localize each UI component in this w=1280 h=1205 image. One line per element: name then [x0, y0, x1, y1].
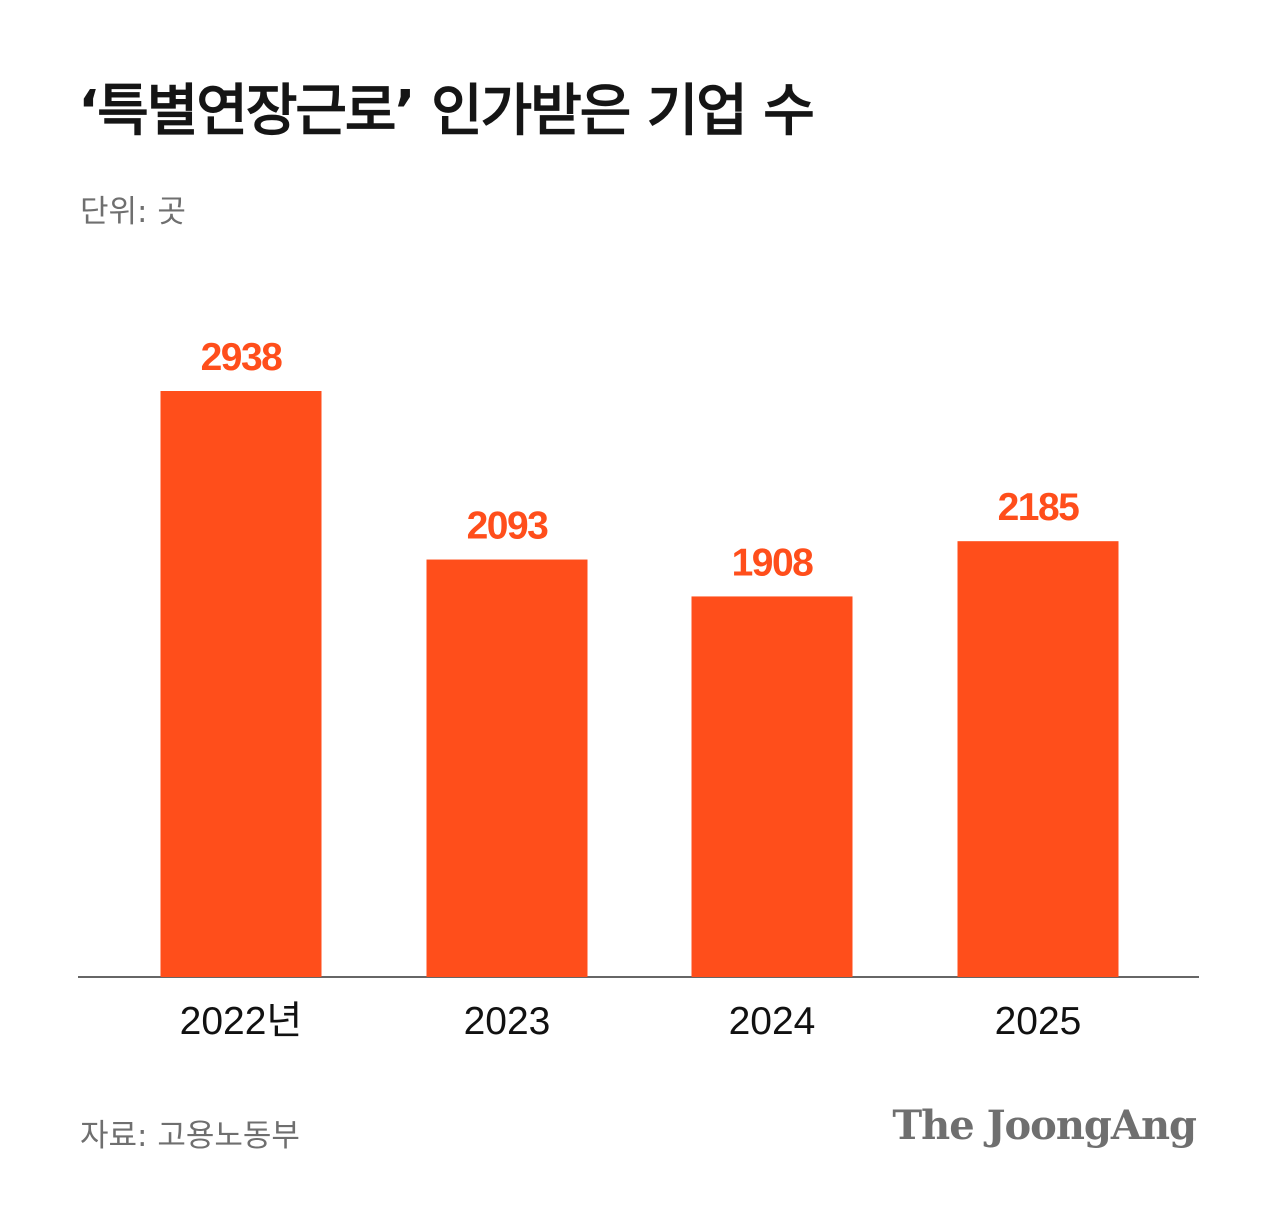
bar-0 — [160, 391, 322, 977]
bar-1 — [426, 559, 588, 977]
x-tick-label-0: 2022년 — [180, 1000, 303, 1043]
bar-value-label-0: 2938 — [201, 336, 283, 379]
bar-chart: 2938 2022년 2093 2023 1908 2024 2185 2025 — [78, 336, 1199, 1043]
x-tick-label-2: 2024 — [729, 1000, 816, 1043]
bar-3 — [957, 541, 1119, 977]
bar-2 — [691, 596, 853, 977]
bar-value-label-3: 2185 — [998, 486, 1080, 529]
bar-value-label-1: 2093 — [467, 505, 549, 548]
x-tick-label-1: 2023 — [464, 1000, 551, 1043]
publisher-logo: The JoongAng — [892, 1102, 1197, 1149]
bar-value-label-2: 1908 — [732, 541, 814, 584]
unit-label: 단위: 곳 — [80, 194, 186, 230]
chart-title: ‘특별연장근로’ 인가받은 기업 수 — [78, 79, 815, 144]
x-tick-label-3: 2025 — [995, 1000, 1082, 1043]
source-note: 자료: 고용노동부 — [80, 1118, 300, 1154]
